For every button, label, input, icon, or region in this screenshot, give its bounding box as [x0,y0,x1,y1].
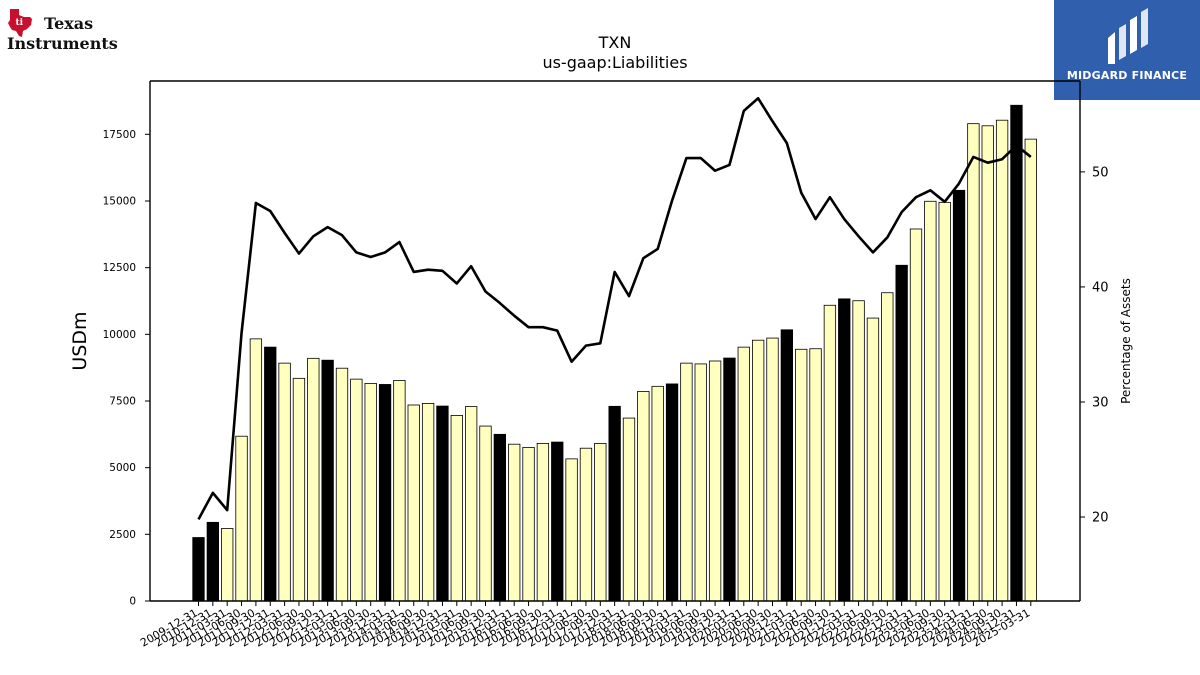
bar [479,425,492,602]
svg-text:ti: ti [16,18,24,28]
axes: 0 2500 5000 7500 10000 12500 15000 17500 20 30 40 5… [69,80,1133,650]
bar [307,357,320,602]
bar [493,433,507,602]
bar [278,362,291,602]
brand-name-line2: Instruments [7,34,118,52]
bar [752,339,765,602]
bar [350,378,363,602]
bar [995,119,1009,602]
bar [952,189,966,602]
bar [264,346,277,602]
y-tick-label: 2500 [109,529,136,541]
bar [335,367,349,602]
bar [823,304,837,602]
bar [708,360,722,602]
y2-tick-label: 30 [1092,395,1109,410]
y-tick-label: 10000 [103,329,136,341]
bar [206,521,220,602]
bar [235,435,248,602]
bar [1010,104,1023,602]
bar [436,405,449,602]
y-tick-label: 12500 [103,262,136,274]
bar [450,414,463,602]
bar [608,405,621,602]
bar [579,447,593,602]
y2-tick-label: 20 [1092,511,1109,526]
bar [780,329,793,602]
bar [895,264,908,602]
midgard-brand-name: MIDGARD FINANCE [1066,69,1188,82]
bar [565,458,578,602]
bar [464,406,478,602]
y-tick-label: 0 [129,596,136,608]
y-tick-label: 5000 [109,462,136,474]
bar [249,338,263,602]
bar [637,390,650,602]
bar [1024,138,1037,602]
bar [221,528,234,602]
bar [393,380,406,602]
bar [866,317,880,602]
bar [407,404,420,602]
bar [651,385,664,602]
bar [680,362,693,602]
bar [924,200,937,602]
bar [737,346,750,602]
bar [292,377,306,602]
y-tick-label: 15000 [103,196,136,208]
bar [852,300,865,602]
midgard-mark-icon [1108,8,1148,64]
bar [694,363,707,602]
bar [321,359,334,602]
chart-subtitle: us-gaap:Liabilities [542,53,688,72]
y2-axis-label: Percentage of Assets [1119,278,1133,404]
bar [421,402,435,602]
bar [981,125,994,602]
bar [522,446,535,602]
y-axis-label: USDm [69,311,91,370]
chart-title: TXN [598,33,632,52]
midgard-finance-logo: MIDGARD FINANCE [1054,0,1200,100]
bar-series [192,104,1037,602]
y-tick-label: 17500 [103,129,136,141]
bar [665,383,679,602]
bar [192,537,205,602]
bar [838,298,851,602]
bar [551,441,564,602]
bar [967,123,980,602]
bar [723,357,736,602]
bar [909,228,923,602]
bar [809,348,822,602]
y2-tick-label: 40 [1092,280,1109,295]
bar [938,201,951,602]
bar [795,348,808,602]
line-series [197,96,1032,520]
bar [364,382,377,602]
bar [594,442,607,602]
bar [536,442,550,602]
series-line [197,96,1032,520]
y-tick-label: 7500 [109,396,136,408]
brand-name-line1: Texas [44,14,93,33]
texas-state-icon [8,9,32,37]
bar [622,417,636,602]
bar [881,292,894,602]
bar [378,384,392,602]
bar [508,443,521,602]
texas-instruments-logo: ti Texas Instruments [6,6,141,53]
bar [766,337,779,602]
y2-tick-label: 50 [1092,165,1109,180]
